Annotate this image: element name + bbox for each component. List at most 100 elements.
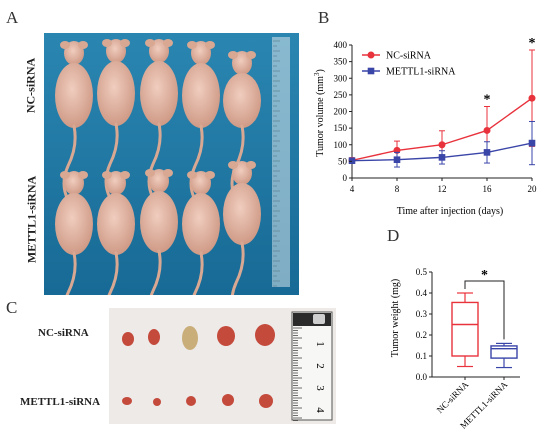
ruler-number: 4 xyxy=(314,407,326,413)
mouse-ear xyxy=(60,171,70,179)
data-point xyxy=(528,139,536,147)
mouse-ear xyxy=(187,171,197,179)
mouse xyxy=(182,171,220,295)
y-tick-label: 300 xyxy=(334,73,348,83)
ruler-number: 2 xyxy=(314,363,326,369)
data-point xyxy=(528,94,536,102)
significance-bracket xyxy=(464,280,505,340)
mouse-ear xyxy=(205,171,215,179)
y-tick-label: 0.1 xyxy=(416,351,427,361)
legend-marker xyxy=(367,67,375,75)
box xyxy=(451,301,479,357)
panel-a-row-label-nc: NC-siRNA xyxy=(23,57,38,114)
y-tick-label: 50 xyxy=(338,156,348,166)
mouse-body xyxy=(182,63,220,128)
mouse-ear xyxy=(78,41,88,49)
tumor xyxy=(222,394,234,406)
y-tick-label: 0.0 xyxy=(416,372,428,382)
mouse xyxy=(97,39,135,200)
y-tick-label: 250 xyxy=(334,90,348,100)
significance-star: * xyxy=(481,268,488,283)
mouse-ear xyxy=(163,39,173,47)
tumors-photo: 1 2 3 4 xyxy=(109,308,336,424)
mouse-ear xyxy=(163,169,173,177)
mouse xyxy=(182,41,220,202)
mouse-body xyxy=(223,183,261,245)
significance-star: * xyxy=(529,36,536,51)
mouse xyxy=(223,161,261,295)
mouse-ear xyxy=(60,41,70,49)
mouse-ear xyxy=(120,39,130,47)
data-point xyxy=(438,141,446,149)
mouse-tail xyxy=(62,124,77,202)
mouse-ear xyxy=(228,161,238,169)
mouse-ear xyxy=(102,171,112,179)
tumor-volume-y-axis-label: Tumor volume (mm3) xyxy=(313,69,326,157)
mice-photo xyxy=(44,33,299,295)
panel-c-row-label-mettl1: METTL1-siRNA xyxy=(20,396,101,408)
mouse-ear xyxy=(205,41,215,49)
mouse xyxy=(55,41,93,202)
y-tick-label: 400 xyxy=(334,40,348,50)
tumor-volume-chart: * * 0 50 100 150 200 250 300 350 400 4 8 12 16 20 Tumo… xyxy=(313,36,538,217)
ruler-number: 1 xyxy=(314,341,326,347)
y-tick-label: 0 xyxy=(343,173,348,183)
panel-b-letter: B xyxy=(318,8,330,27)
legend-label: METTL1-siRNA xyxy=(386,67,456,78)
x-tick-label: 4 xyxy=(350,184,355,194)
y-tick-label: 350 xyxy=(334,57,348,67)
mouse xyxy=(55,171,93,295)
mouse-tail xyxy=(149,249,162,295)
x-tick-label: NC-siRNA xyxy=(435,379,471,415)
data-point xyxy=(483,126,491,134)
data-point xyxy=(438,154,446,161)
mouse-tail xyxy=(230,241,245,295)
tumor xyxy=(122,332,134,346)
mouse-body xyxy=(97,193,135,255)
x-tick-label: 20 xyxy=(528,184,538,194)
tumor xyxy=(122,397,132,405)
mouse-tail xyxy=(192,251,204,295)
mouse xyxy=(140,39,178,200)
mouse-ear xyxy=(187,41,197,49)
tumor xyxy=(182,326,198,350)
mouse-body xyxy=(55,193,93,255)
mouse xyxy=(140,169,178,295)
mouse-body xyxy=(55,63,93,128)
legend-marker xyxy=(367,51,375,59)
panel-a-letter: A xyxy=(6,8,19,27)
panel-c-letter: C xyxy=(6,298,18,317)
box xyxy=(490,345,518,359)
data-point xyxy=(483,149,491,156)
significance-star: * xyxy=(484,93,491,108)
mouse xyxy=(97,171,135,295)
mouse-ear xyxy=(78,171,88,179)
mouse-body xyxy=(140,191,178,253)
panel-a-row-label-mettl1: METTL1-siRNA xyxy=(24,175,39,264)
mouse-ear xyxy=(120,171,130,179)
x-tick-label: 16 xyxy=(483,184,493,194)
mouse-ear xyxy=(246,51,256,59)
mouse-tail xyxy=(65,251,77,295)
legend-label: NC-siRNA xyxy=(386,51,432,62)
mouse-ear xyxy=(145,169,155,177)
mouse-ear xyxy=(246,161,256,169)
y-tick-label: 0.4 xyxy=(416,288,428,298)
tumor xyxy=(259,394,273,408)
ruler-number: 3 xyxy=(314,385,326,391)
tumor xyxy=(186,396,196,406)
mouse-body xyxy=(97,61,135,126)
mouse-tail xyxy=(147,122,162,200)
mouse-tail xyxy=(107,251,119,295)
mouse-ear xyxy=(228,51,238,59)
tumor xyxy=(153,398,161,406)
tumor-volume-x-axis-label: Time after injection (days) xyxy=(397,206,504,217)
y-tick-label: 150 xyxy=(334,123,348,133)
x-tick-label: 12 xyxy=(438,184,447,194)
tumor xyxy=(255,324,275,346)
data-point xyxy=(348,157,356,165)
mouse-body xyxy=(140,61,178,126)
mouse-ear xyxy=(102,39,112,47)
mouse-tail xyxy=(104,122,119,200)
